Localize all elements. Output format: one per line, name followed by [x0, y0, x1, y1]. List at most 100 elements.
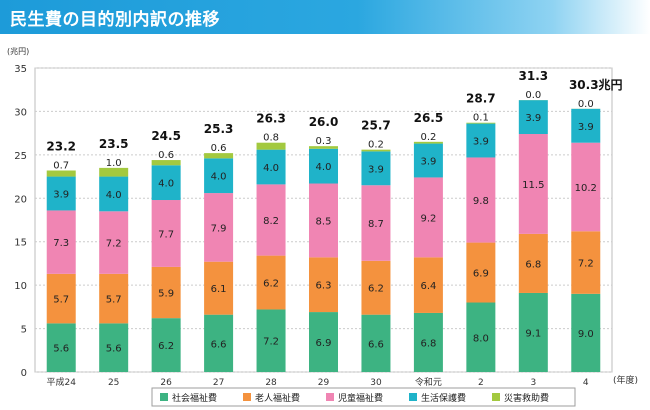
x-tick-label: 25	[108, 378, 119, 388]
data-label: 7.2	[106, 239, 122, 250]
y-tick-label: 0	[21, 368, 27, 379]
page-title: 民生費の目的別内訳の推移	[10, 10, 220, 30]
data-label: 7.7	[158, 229, 174, 240]
bar-segment	[46, 210, 76, 274]
bar-segment	[99, 273, 129, 324]
y-tick-label: 30	[14, 107, 27, 118]
data-label: 7.9	[211, 223, 227, 234]
bar-segment	[151, 318, 181, 372]
bar-segment	[571, 293, 601, 372]
x-tick-label: 28	[265, 378, 277, 388]
bar-segment	[309, 183, 338, 258]
bar-segment	[309, 257, 338, 313]
data-label: 0.0	[578, 99, 594, 110]
data-label: 3.9	[578, 122, 594, 133]
bar-segment	[204, 193, 234, 262]
bar-segment	[361, 185, 391, 261]
bar-segment	[466, 157, 496, 243]
legend-label: 災害救助費	[504, 392, 549, 404]
data-label: 6.9	[473, 269, 489, 280]
data-label: 8.2	[263, 216, 279, 227]
bar-segment	[256, 184, 286, 256]
total-label: 28.7	[466, 92, 496, 106]
bar-segment	[466, 242, 496, 303]
data-label: 6.3	[316, 281, 332, 292]
legend-label: 老人福祉費	[255, 392, 300, 404]
data-label: 6.8	[525, 259, 541, 270]
total-label: 26.0	[309, 115, 339, 129]
bar-segment	[361, 149, 391, 152]
x-tick-label: 平成24	[47, 376, 77, 388]
data-label: 6.1	[211, 284, 227, 295]
bar-segment	[361, 314, 391, 372]
data-label: 11.5	[522, 180, 544, 191]
data-label: 4.0	[263, 163, 279, 174]
total-label: 26.5	[414, 111, 444, 125]
bar-segment	[204, 261, 234, 315]
y-tick-label: 20	[14, 194, 27, 205]
bar-segment	[204, 158, 234, 194]
data-label: 3.9	[368, 164, 384, 175]
data-label: 6.6	[368, 339, 384, 350]
bar-segment	[151, 266, 181, 319]
bar-segment	[309, 312, 338, 372]
data-label: 3.9	[473, 137, 489, 148]
data-label: 6.4	[420, 281, 436, 292]
total-label: 26.3	[256, 112, 286, 126]
data-label: 4.0	[158, 179, 174, 190]
data-label: 6.9	[316, 338, 332, 349]
legend-swatch	[409, 393, 417, 401]
bar-segment	[518, 233, 548, 293]
x-tick-label: 令和元	[415, 376, 442, 388]
header-banner: 民生費の目的別内訳の推移	[0, 0, 650, 34]
total-label: 23.2	[46, 139, 76, 153]
data-label: 3.9	[525, 113, 541, 124]
y-tick-label: 15	[14, 238, 27, 249]
bar-segment	[518, 134, 548, 234]
bar-segment	[309, 148, 338, 184]
bar-segment	[571, 108, 601, 143]
data-label: 3.9	[53, 190, 69, 201]
bar-segment	[361, 151, 391, 186]
data-label: 4.0	[106, 190, 122, 201]
data-label: 5.6	[106, 344, 122, 355]
total-label: 30.3兆円	[569, 77, 623, 92]
bar-segment	[413, 257, 443, 313]
data-label: 8.7	[368, 219, 384, 230]
bar-segment	[413, 177, 443, 258]
bar-segment	[151, 160, 181, 166]
bar-segment	[413, 141, 443, 144]
data-label: 0.6	[211, 143, 227, 154]
data-label: 5.6	[53, 344, 69, 355]
bar-segment	[99, 323, 129, 372]
data-label: 4.0	[211, 172, 227, 183]
bar-segment	[46, 176, 76, 211]
data-label: 5.7	[106, 295, 122, 306]
data-label: 0.7	[53, 160, 69, 171]
data-label: 0.1	[473, 113, 489, 124]
y-tick-label: 5	[21, 325, 27, 336]
data-label: 6.8	[420, 338, 436, 349]
data-label: 6.2	[263, 279, 279, 290]
data-label: 8.5	[316, 216, 332, 227]
bar-segment	[361, 260, 391, 315]
bar-segment	[151, 200, 181, 267]
data-label: 8.0	[473, 333, 489, 344]
bar-segment	[571, 142, 601, 232]
bar-segment	[204, 314, 234, 372]
y-tick-label: 25	[14, 151, 27, 162]
bar-segment	[466, 123, 496, 158]
total-label: 25.7	[361, 119, 391, 133]
data-label: 6.2	[158, 341, 174, 352]
y-tick-label: 35	[14, 64, 27, 75]
bar-segment	[99, 176, 129, 212]
data-label: 5.7	[53, 295, 69, 306]
legend-swatch	[160, 393, 168, 401]
data-label: 4.0	[316, 162, 332, 173]
legend-swatch	[243, 393, 251, 401]
legend-label: 児童福祉費	[338, 392, 383, 404]
legend-label: 社会福祉費	[172, 392, 217, 404]
data-label: 0.0	[525, 90, 541, 101]
data-label: 6.2	[368, 284, 384, 295]
